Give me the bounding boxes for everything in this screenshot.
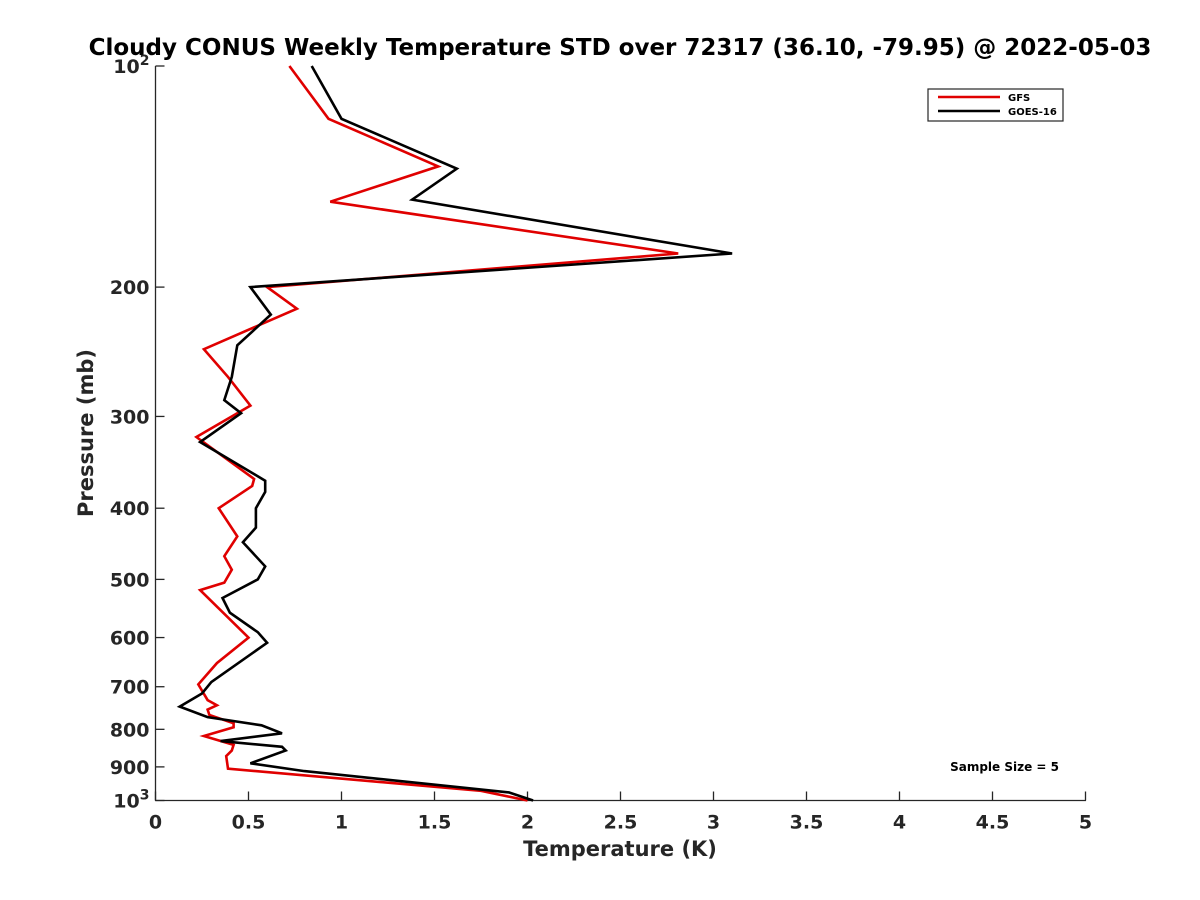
chart-title: Cloudy CONUS Weekly Temperature STD over…	[89, 35, 1152, 61]
y-tick-label: 300	[110, 406, 150, 428]
series-line-gfs	[194, 65, 679, 802]
x-axis-label: Temperature (K)	[523, 837, 717, 861]
x-tick-label: 0.5	[232, 812, 266, 834]
x-tick-label: 4	[893, 812, 906, 834]
x-tick-label: 1	[335, 812, 348, 834]
series-layer	[176, 65, 733, 802]
x-tick-label: 5	[1079, 812, 1092, 834]
y-tick-label: 700	[110, 677, 150, 699]
legend-box	[927, 88, 1064, 122]
x-tick-label: 3.5	[790, 812, 824, 834]
y-ticks: 102 200 300 400 500 600 700 800 900 103	[110, 53, 165, 813]
legend-label-gfs: GFS	[1008, 93, 1030, 104]
legend: GFS GOES-16	[927, 88, 1064, 122]
x-tick-label: 0	[149, 812, 162, 834]
y-tick-label: 102	[113, 53, 149, 78]
series-line-goes16	[176, 65, 733, 802]
x-tick-label: 3	[707, 812, 720, 834]
x-tick-label: 4.5	[976, 812, 1010, 834]
y-tick-label: 800	[110, 719, 150, 741]
x-tick-label: 1.5	[418, 812, 452, 834]
y-tick-label: 500	[110, 569, 150, 591]
legend-label-goes16: GOES-16	[1008, 107, 1057, 118]
y-tick-label: 200	[110, 277, 150, 299]
y-axis-label: Pressure (mb)	[74, 349, 98, 517]
sample-size-annotation: Sample Size = 5	[950, 760, 1059, 774]
y-tick-label: 400	[110, 498, 150, 520]
x-tick-label: 2	[521, 812, 534, 834]
x-ticks: 0 0.5 1 1.5 2 2.5 3 3.5 4 4.5 5	[149, 791, 1092, 834]
y-tick-label: 600	[110, 628, 150, 650]
plot-area	[154, 66, 1086, 802]
x-tick-label: 2.5	[604, 812, 638, 834]
y-tick-label: 900	[110, 757, 150, 779]
y-tick-label: 103	[113, 788, 149, 813]
